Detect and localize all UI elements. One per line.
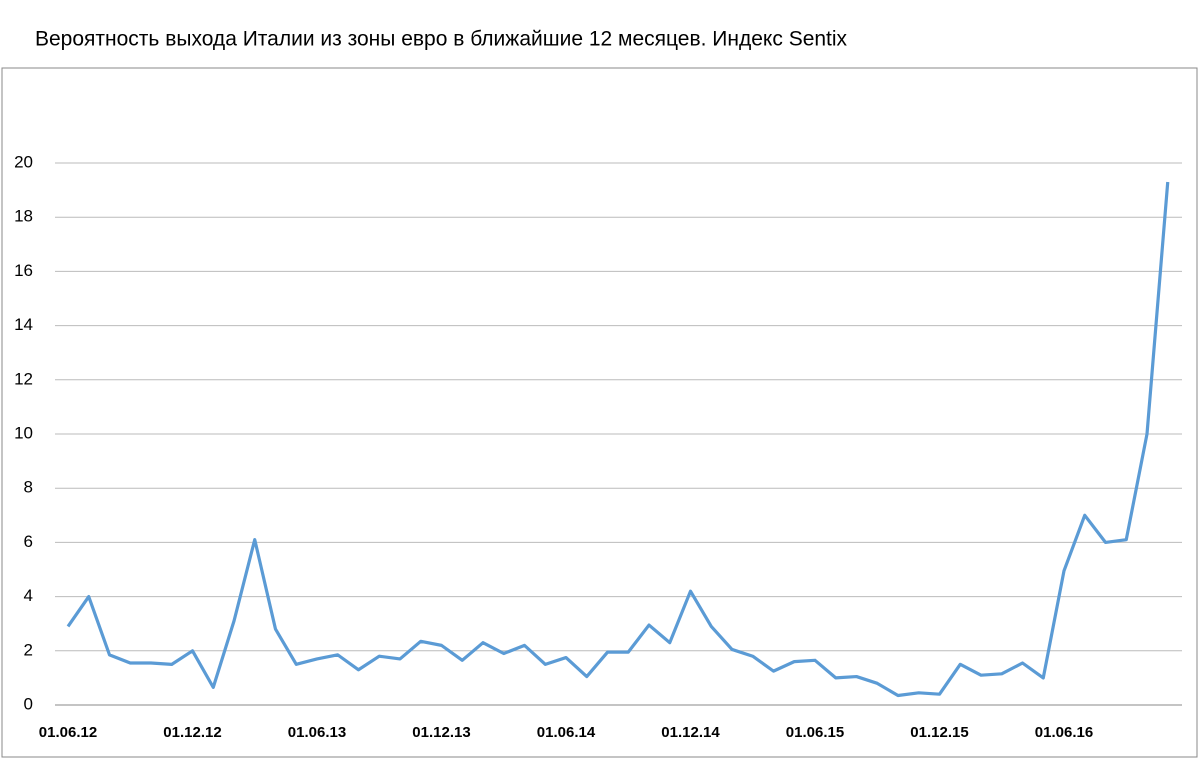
chart-border	[1, 67, 1198, 758]
x-tick-label: 01.06.16	[1035, 724, 1093, 741]
y-tick-label: 20	[14, 152, 33, 171]
x-tick-label: 01.12.15	[910, 724, 968, 741]
y-tick-label: 4	[24, 586, 33, 605]
y-tick-label: 12	[14, 369, 33, 388]
y-tick-label: 8	[24, 478, 33, 497]
y-tick-label: 18	[14, 207, 33, 226]
x-tick-label: 01.06.14	[537, 724, 596, 741]
x-tick-label: 01.12.14	[661, 724, 720, 741]
x-tick-label: 01.12.13	[412, 724, 470, 741]
series-line	[66, 181, 1170, 698]
y-tick-label: 10	[14, 423, 33, 442]
y-tick-label: 0	[24, 694, 33, 713]
x-tick-label: 01.06.12	[39, 724, 97, 741]
x-tick-label: 01.06.13	[288, 724, 346, 741]
chart-title: Вероятность выхода Италии из зоны евро в…	[35, 28, 848, 51]
x-tick-label: 01.12.12	[163, 724, 221, 741]
y-tick-label: 2	[24, 640, 33, 659]
x-tick-label: 01.06.15	[786, 724, 844, 741]
y-tick-label: 14	[14, 315, 33, 334]
y-tick-label: 16	[14, 261, 33, 280]
y-tick-label: 6	[24, 532, 33, 551]
